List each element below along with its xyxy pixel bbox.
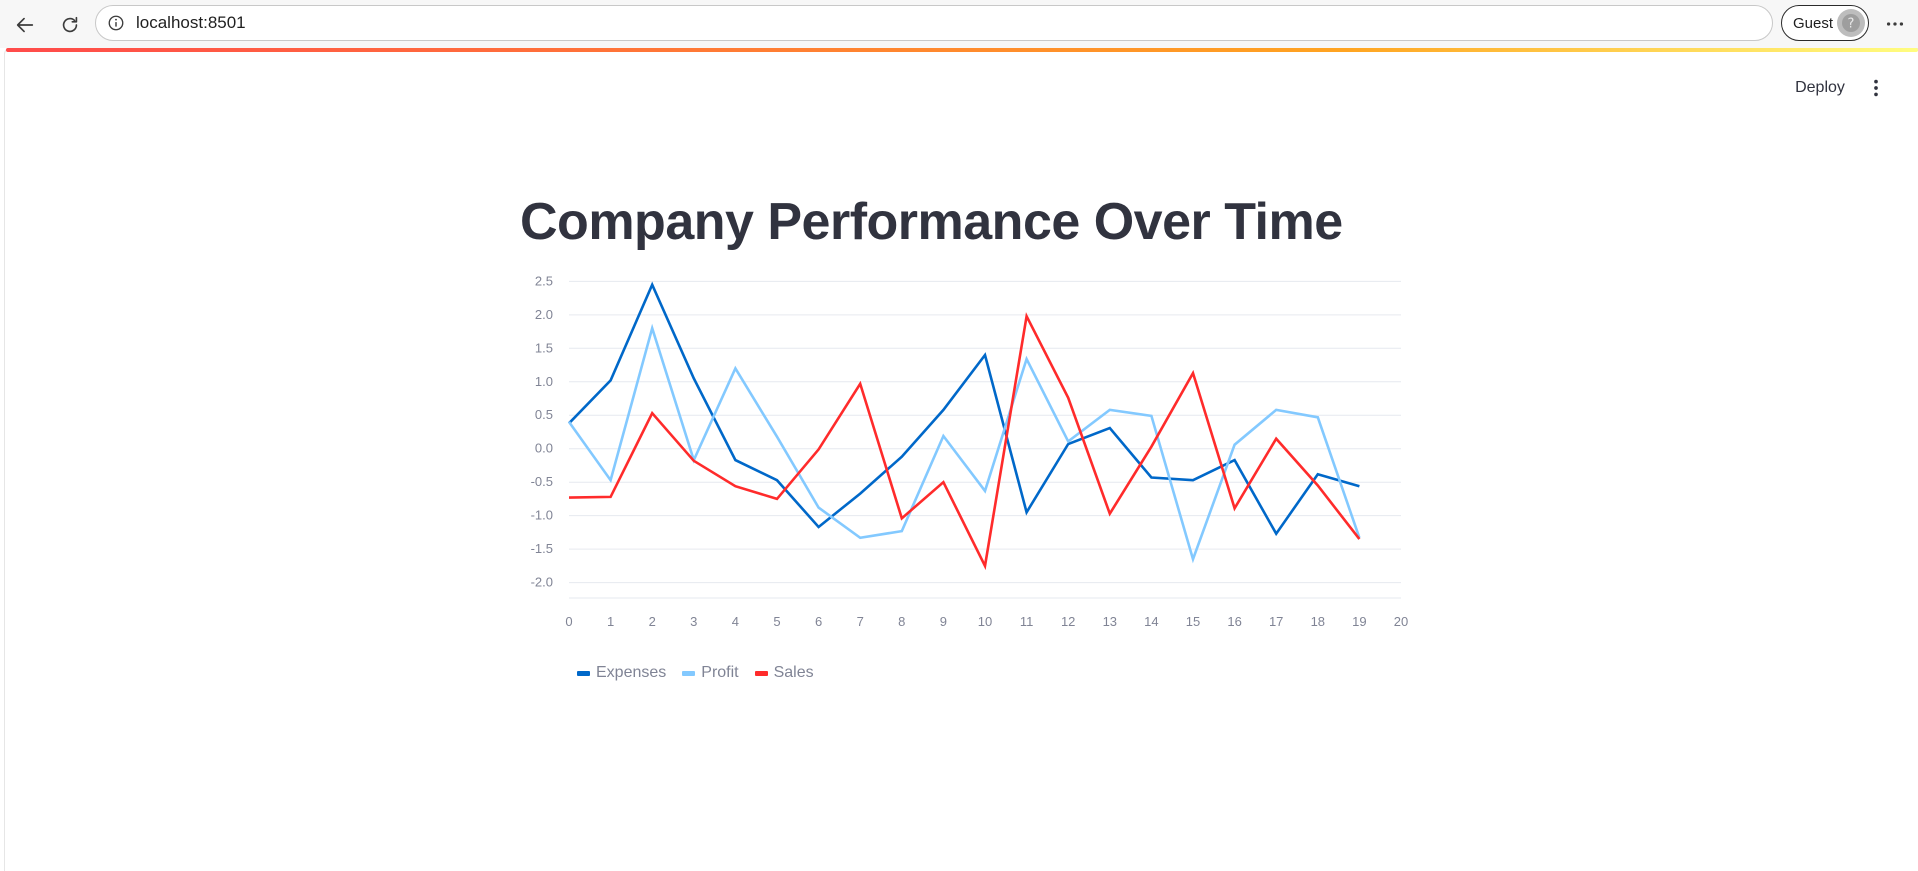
x-tick-label: 3 bbox=[690, 614, 697, 629]
y-tick-label: -1.0 bbox=[531, 508, 553, 523]
x-tick-label: 6 bbox=[815, 614, 822, 629]
back-arrow-icon bbox=[16, 17, 34, 33]
series-line-sales bbox=[568, 312, 1361, 571]
legend-swatch bbox=[682, 670, 696, 676]
y-tick-label: -1.5 bbox=[531, 541, 553, 556]
legend-swatch bbox=[754, 670, 768, 676]
reload-button[interactable] bbox=[53, 8, 87, 42]
more-vertical-icon bbox=[1874, 79, 1878, 97]
address-bar[interactable]: localhost:8501 bbox=[95, 5, 1773, 41]
x-tick-label: 16 bbox=[1227, 614, 1241, 629]
y-tick-label: -0.5 bbox=[531, 474, 553, 489]
x-tick-label: 13 bbox=[1103, 614, 1117, 629]
y-tick-label: 1.0 bbox=[535, 374, 553, 389]
y-tick-label: 0.5 bbox=[535, 407, 553, 422]
legend-swatch bbox=[577, 670, 590, 676]
browser-toolbar: localhost:8501 Guest ? bbox=[0, 0, 1918, 48]
site-info-icon[interactable] bbox=[106, 13, 126, 33]
x-tick-label: 1 bbox=[607, 614, 614, 629]
svg-text:?: ? bbox=[1848, 17, 1855, 32]
legend-label: Expenses bbox=[596, 664, 667, 681]
x-tick-label: 2 bbox=[649, 614, 656, 629]
line-chart[interactable]: 2.52.01.51.00.50.0-0.5-1.0-1.5-2.00 1 2 3 4 5… bbox=[520, 272, 1410, 662]
url-text[interactable]: localhost:8501 bbox=[136, 13, 246, 32]
x-tick-label: 12 bbox=[1061, 614, 1075, 629]
x-tick-label: 4 bbox=[732, 614, 739, 629]
x-tick-label: 15 bbox=[1186, 614, 1200, 629]
deploy-button[interactable]: Deploy bbox=[1795, 79, 1845, 96]
x-tick-label: 10 bbox=[978, 614, 992, 629]
profile-button[interactable]: Guest ? bbox=[1781, 5, 1869, 41]
legend-label: Sales bbox=[773, 664, 814, 681]
series-line-profit bbox=[567, 323, 1361, 564]
x-tick-label: 0 bbox=[565, 614, 572, 629]
main-menu-button[interactable] bbox=[1862, 72, 1890, 104]
y-tick-label: 0.0 bbox=[535, 441, 553, 456]
legend-item-sales[interactable]: Sales bbox=[754, 664, 814, 682]
x-tick-label: 7 bbox=[857, 614, 864, 629]
x-tick-label: 17 bbox=[1269, 614, 1283, 629]
more-horizontal-icon bbox=[1886, 22, 1904, 26]
back-button[interactable] bbox=[8, 8, 42, 42]
browser-menu-button[interactable] bbox=[1880, 10, 1910, 38]
guest-avatar-icon: ? bbox=[1837, 9, 1865, 37]
legend-item-expenses[interactable]: Expenses bbox=[577, 664, 666, 682]
header-decoration-bar bbox=[6, 48, 1918, 52]
legend-item-profit[interactable]: Profit bbox=[682, 664, 739, 682]
y-tick-label: 2.5 bbox=[535, 273, 553, 288]
x-tick-label: 18 bbox=[1311, 614, 1325, 629]
x-tick-label: 19 bbox=[1352, 614, 1366, 629]
x-tick-label: 5 bbox=[773, 614, 780, 629]
legend-label: Profit bbox=[701, 664, 739, 681]
y-tick-label: 1.5 bbox=[535, 340, 553, 355]
y-tick-label: -2.0 bbox=[531, 575, 553, 590]
profile-label: Guest bbox=[1793, 14, 1834, 32]
x-tick-label: 11 bbox=[1020, 614, 1034, 629]
x-tick-label: 14 bbox=[1144, 614, 1158, 629]
y-tick-label: 2.0 bbox=[535, 307, 553, 322]
reload-icon bbox=[62, 16, 78, 33]
x-tick-label: 8 bbox=[898, 614, 905, 629]
x-tick-label: 20 bbox=[1394, 614, 1408, 629]
chart-legend: Expenses Profit Sales bbox=[577, 664, 830, 682]
page-title: Company Performance Over Time bbox=[520, 193, 1343, 251]
x-tick-label: 9 bbox=[940, 614, 947, 629]
